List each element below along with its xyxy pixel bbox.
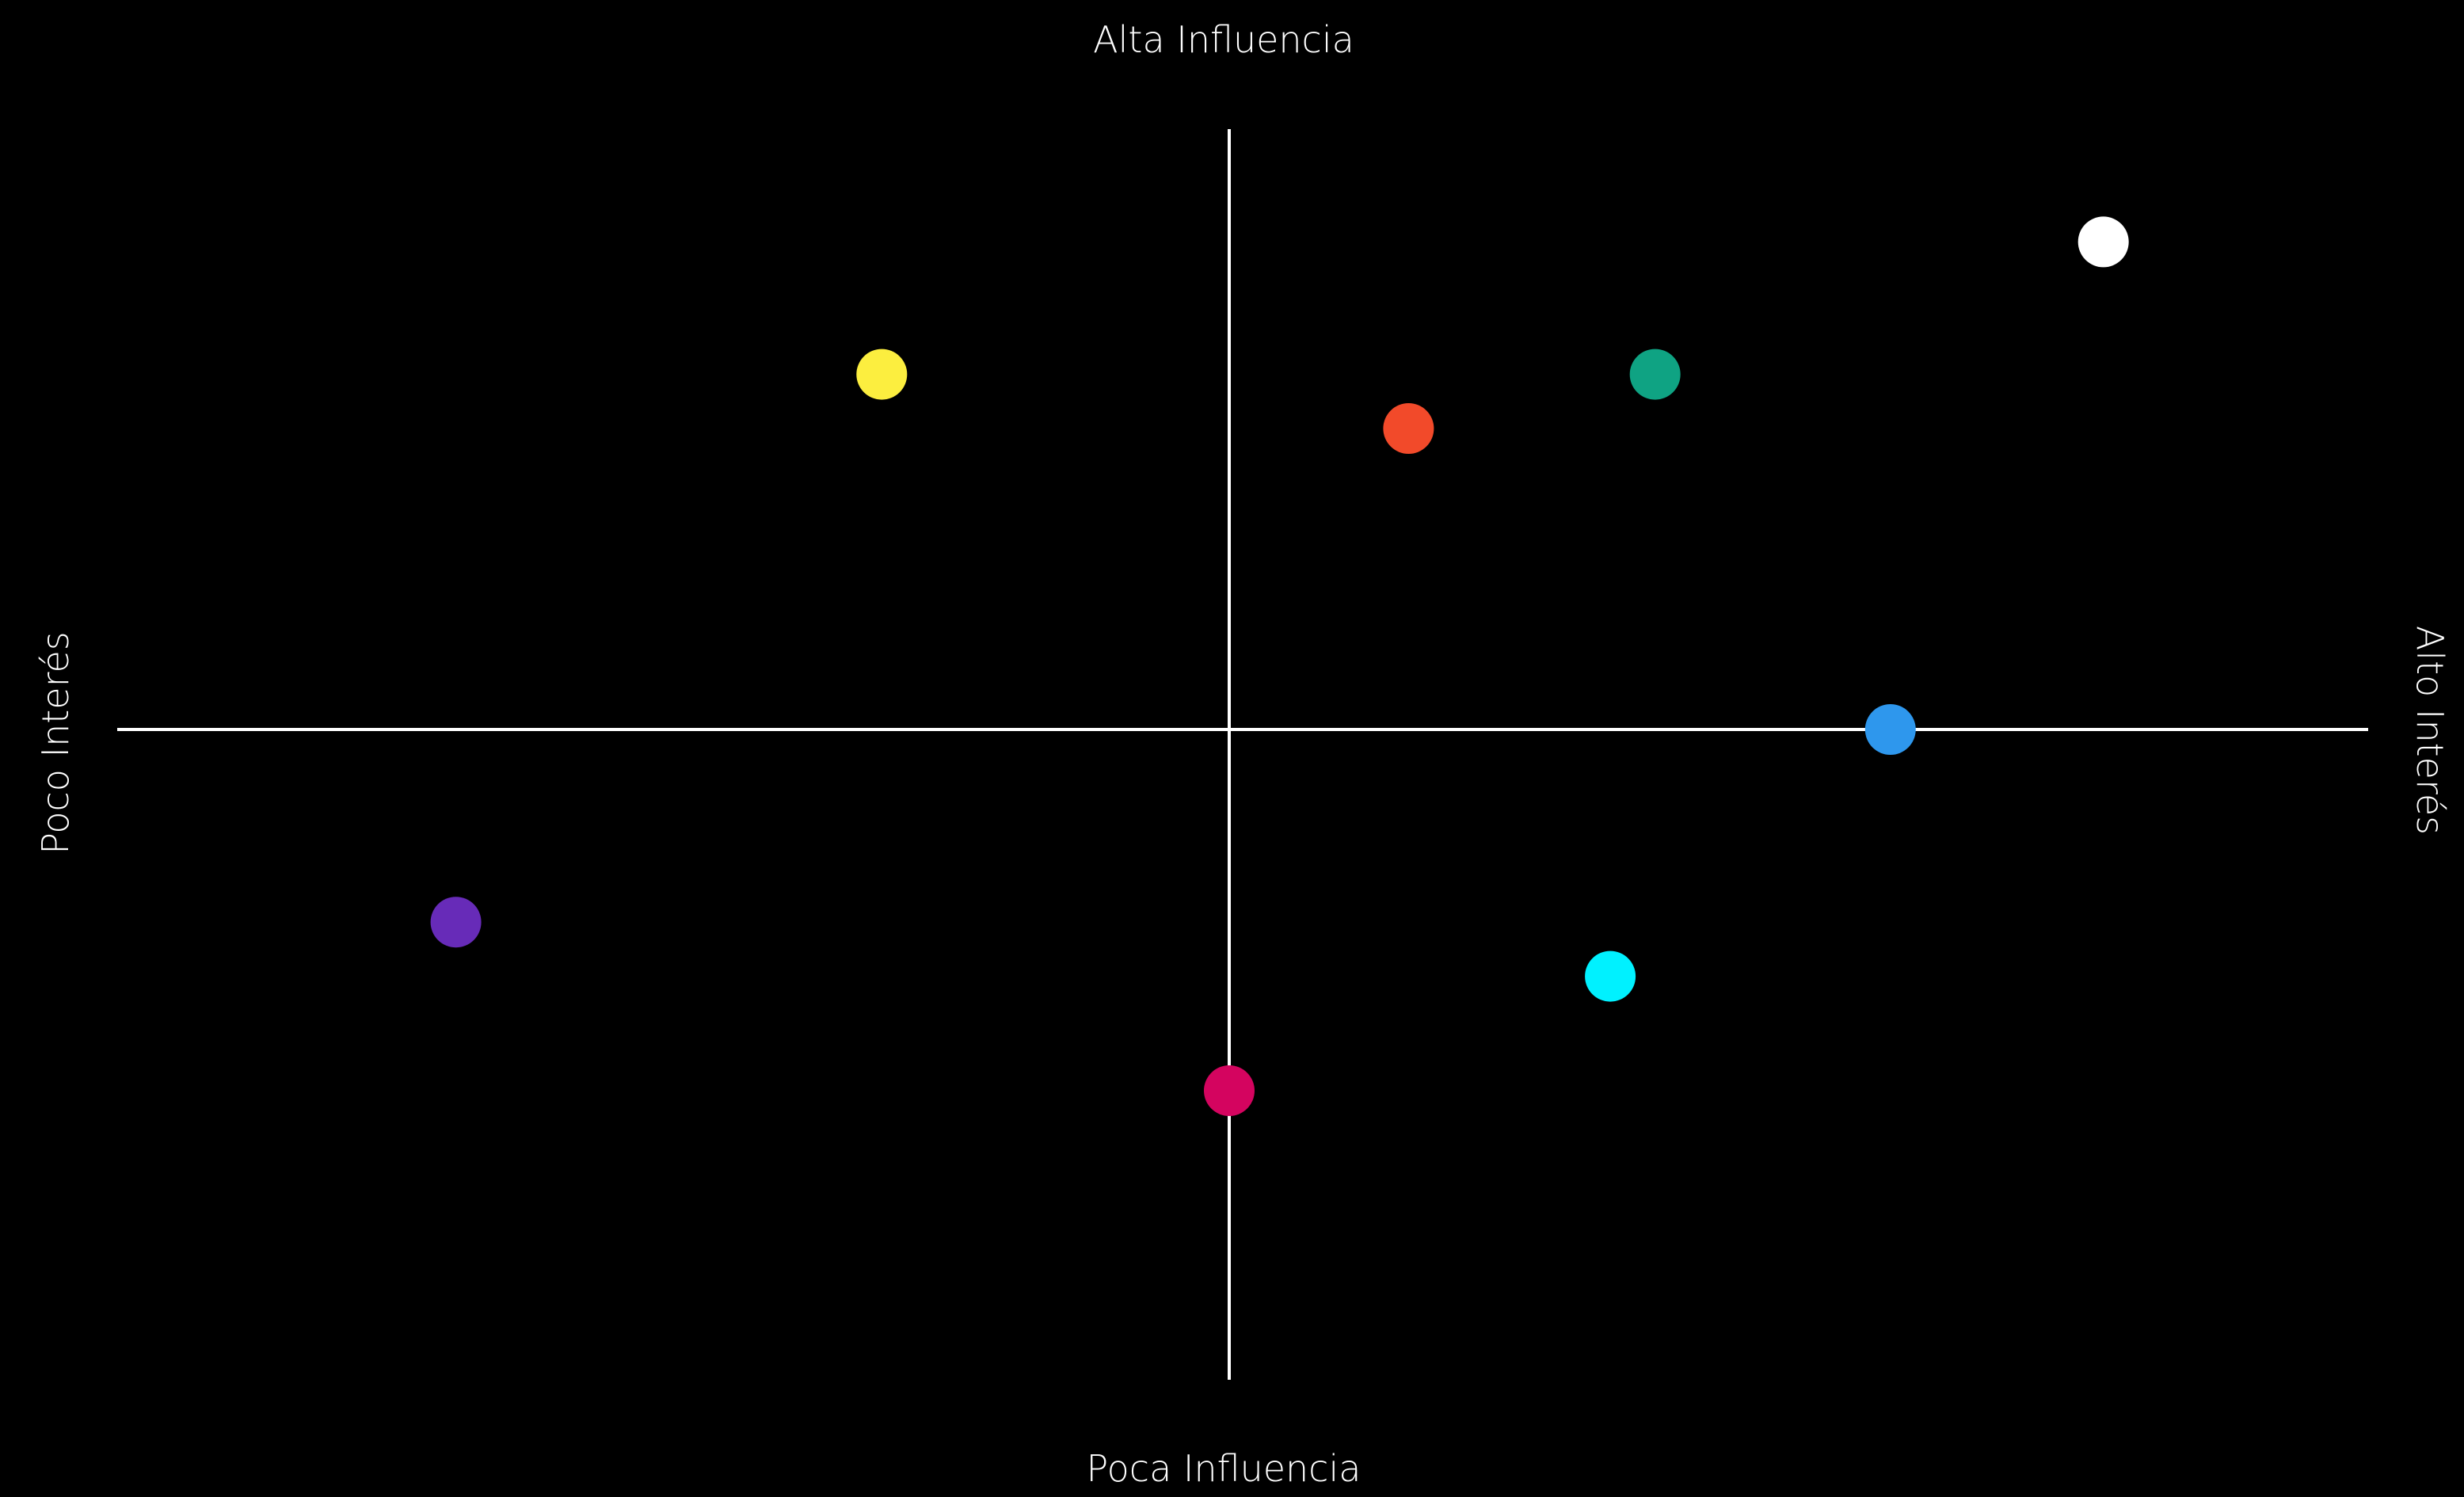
data-point-1: [856, 349, 908, 400]
top-axis-label: Alta Influencia: [1093, 18, 1354, 61]
data-point-5: [1864, 704, 1916, 755]
data-point-8: [1204, 1065, 1255, 1116]
data-point-6: [430, 897, 482, 948]
data-points: [430, 216, 2129, 1116]
right-axis-label: Alto Interés: [2409, 626, 2451, 835]
data-point-3: [1629, 349, 1681, 400]
data-point-4: [2077, 216, 2129, 268]
data-point-7: [1585, 950, 1636, 1002]
bottom-axis-label: Poca Influencia: [1087, 1447, 1361, 1490]
data-point-2: [1383, 403, 1434, 454]
left-axis-label: Poco Interés: [34, 631, 77, 855]
